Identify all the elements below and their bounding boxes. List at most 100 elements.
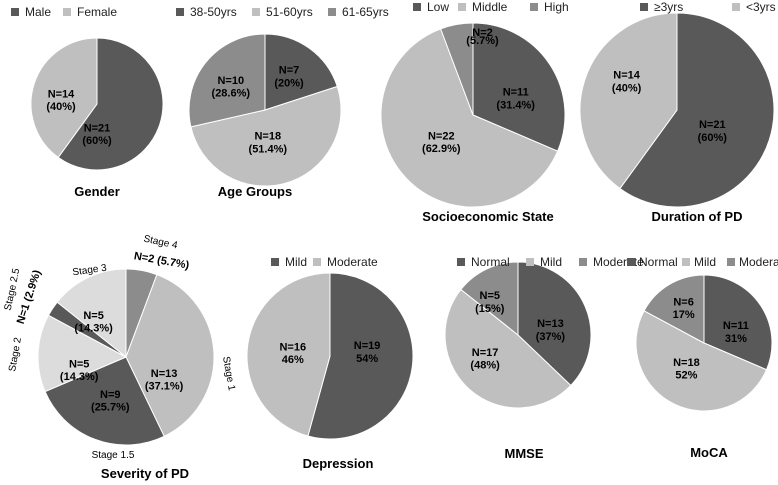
chart-title: Severity of PD	[101, 466, 189, 481]
slice-label-high: N=2 (5.7%)	[466, 27, 499, 47]
slice-label-low: N=11 (31.4%)	[496, 87, 535, 112]
legend-swatch-mild	[682, 258, 690, 266]
chart-title: Age Groups	[218, 184, 292, 199]
legend-swatch-mild	[271, 258, 279, 266]
legend-label-high: High	[544, 0, 569, 14]
slice-label-mild: N=19 54%	[354, 340, 381, 365]
pie-chart-mmse: N=13 (37%) N=17 (48%) N=5 (15%) MMSE Normal Mild…	[444, 255, 644, 461]
legend-swatch-moderate	[727, 258, 735, 266]
pie-slice-moderate	[460, 261, 519, 337]
pie-slice-mild	[307, 272, 414, 440]
legend-swatch-low	[413, 3, 421, 11]
legend-label-38-50yrs: 38-50yrs	[190, 5, 237, 19]
pie-slice-high	[440, 22, 474, 116]
legend-swatch-high	[530, 3, 538, 11]
pie-slice-stage-3	[56, 268, 127, 359]
legend-label-female: Female	[77, 5, 117, 19]
pie-slice-3yrs	[579, 12, 678, 190]
legend-label-51-60yrs: 51-60yrs	[266, 5, 313, 19]
chart-title: MoCA	[690, 445, 728, 460]
pie-chart-moca: N=11 31% N=18 52% N=6 17% MoCA Normal Mild Modera…	[627, 255, 778, 460]
legend-label-normal: Normal	[639, 255, 678, 269]
slice-label-stage-4: N=2 (5.7%)	[133, 250, 191, 272]
stage-label-stage-1-5: Stage 1.5	[92, 450, 135, 461]
pie-slice-female	[30, 37, 98, 159]
pie-chart-severity-of-pd: N=13 (37.1%) N=9 (25.7%) N=5 (14.3%) N=5 (14.3%…	[37, 268, 215, 481]
legend-swatch-3yrs	[732, 3, 740, 11]
legend-label-3yrs: <3yrs	[746, 0, 776, 14]
legend-label-male: Male	[25, 5, 51, 19]
slice-label-moderate: N=5 (15%)	[475, 290, 505, 315]
chart-title: Gender	[74, 184, 120, 199]
legend-swatch-moderate	[579, 258, 587, 266]
slice-label-normal: N=11 31%	[723, 320, 749, 345]
legend-label-moderate: Moderate	[327, 255, 378, 269]
pie-chart-depression: N=19 54% N=16 46% Depression Mild Moderate	[246, 255, 414, 471]
pie-slice-moderate	[246, 272, 331, 437]
pie-slice-normal	[517, 261, 592, 387]
legend-swatch-61-65yrs	[328, 8, 336, 16]
stage-label-stage-4: Stage 4	[143, 234, 179, 252]
chart-title: MMSE	[505, 446, 544, 461]
slice-label-normal: N=13 (37%)	[536, 318, 566, 343]
legend-label-mild: Mild	[694, 255, 716, 269]
pie-slice-moderate	[643, 274, 705, 344]
pie-slice-mild	[635, 310, 768, 412]
pie-slice-stage-1	[125, 273, 215, 437]
chart-title: Depression	[303, 456, 374, 471]
legend-swatch-51-60yrs	[252, 8, 260, 16]
slice-label-3yrs: N=14 (40%)	[612, 70, 642, 95]
legend-label-moderate: Moderate	[739, 255, 778, 269]
pie-chart-socioeconomic-state: N=11 (31.4%) N=22 (62.9%) N=2 (5.7%) Socioecon…	[380, 0, 569, 224]
legend-label-mild: Mild	[540, 255, 562, 269]
slice-label-38-50yrs: N=7 (20%)	[274, 65, 304, 90]
slice-label-stage-2: N=5 (14.3%)	[60, 358, 99, 383]
slice-label-mild: N=18 52%	[673, 357, 700, 382]
slice-label-moderate: N=6 17%	[673, 297, 695, 322]
legend-swatch-male	[11, 8, 19, 16]
stage-label-stage-2: Stage 2	[7, 336, 24, 372]
slice-label-61-65yrs: N=10 (28.6%)	[212, 75, 251, 100]
pie-slice-low	[472, 22, 566, 152]
slice-label-3yrs: N=21 (60%)	[698, 119, 728, 144]
pie-chart-age-groups: N=7 (20%) N=18 (51.4%) N=10 (28.6%) Age Groups…	[176, 5, 389, 199]
legend-swatch-3yrs	[640, 3, 648, 11]
pie-chart-duration-of-pd: N=21 (60%) N=14 (40%) Duration of PD ≥3yrs <3y…	[579, 0, 776, 224]
slice-label-moderate: N=16 46%	[279, 342, 306, 367]
legend-swatch-middle	[458, 3, 466, 11]
pie-slice-stage-2	[37, 314, 128, 393]
legend-label-3yrs: ≥3yrs	[654, 0, 683, 14]
legend-label-low: Low	[427, 0, 449, 14]
slice-label-51-60yrs: N=18 (51.4%)	[249, 131, 288, 156]
pie-slice-51-60yrs	[190, 85, 342, 187]
chart-title: Socioeconomic State	[422, 209, 553, 224]
legend-swatch-normal	[457, 258, 465, 266]
pie-slice-3yrs	[619, 12, 775, 208]
stage-label-stage-1: Stage 1	[220, 356, 237, 392]
slice-label-female: N=14 (40%)	[46, 88, 76, 113]
pie-slice-38-50yrs	[264, 33, 338, 111]
chart-title: Duration of PD	[652, 209, 743, 224]
pie-slice-61-65yrs	[188, 33, 266, 128]
legend-swatch-normal	[627, 258, 635, 266]
legend-label-moderate: Moderate	[593, 255, 644, 269]
pie-chart-gender: N=21 (60%)N=14 (40%) Gender Male Female	[11, 5, 164, 199]
stage-label-stage-3: Stage 3	[72, 263, 108, 279]
slice-label-mild: N=17 (48%)	[470, 347, 500, 372]
legend-label-mild: Mild	[285, 255, 307, 269]
legend-swatch-mild	[526, 258, 534, 266]
pie-slice-normal	[703, 274, 773, 371]
slice-label-stage-1: N=13 (37.1%)	[145, 368, 184, 393]
legend-swatch-38-50yrs	[176, 8, 184, 16]
legend-swatch-female	[63, 8, 71, 16]
pie-slice-mild	[444, 288, 572, 409]
legend-label-61-65yrs: 61-65yrs	[342, 5, 389, 19]
legend-swatch-moderate	[313, 258, 321, 266]
legend-label-middle: Middle	[472, 0, 508, 14]
pie-slice-male	[57, 37, 164, 171]
slice-label-middle: N=22 (62.9%)	[422, 130, 461, 155]
legend-label-normal: Normal	[471, 255, 510, 269]
slice-label-stage-3: N=5 (14.3%)	[74, 310, 113, 335]
slice-label-male: N=21 (60%)	[82, 123, 112, 148]
